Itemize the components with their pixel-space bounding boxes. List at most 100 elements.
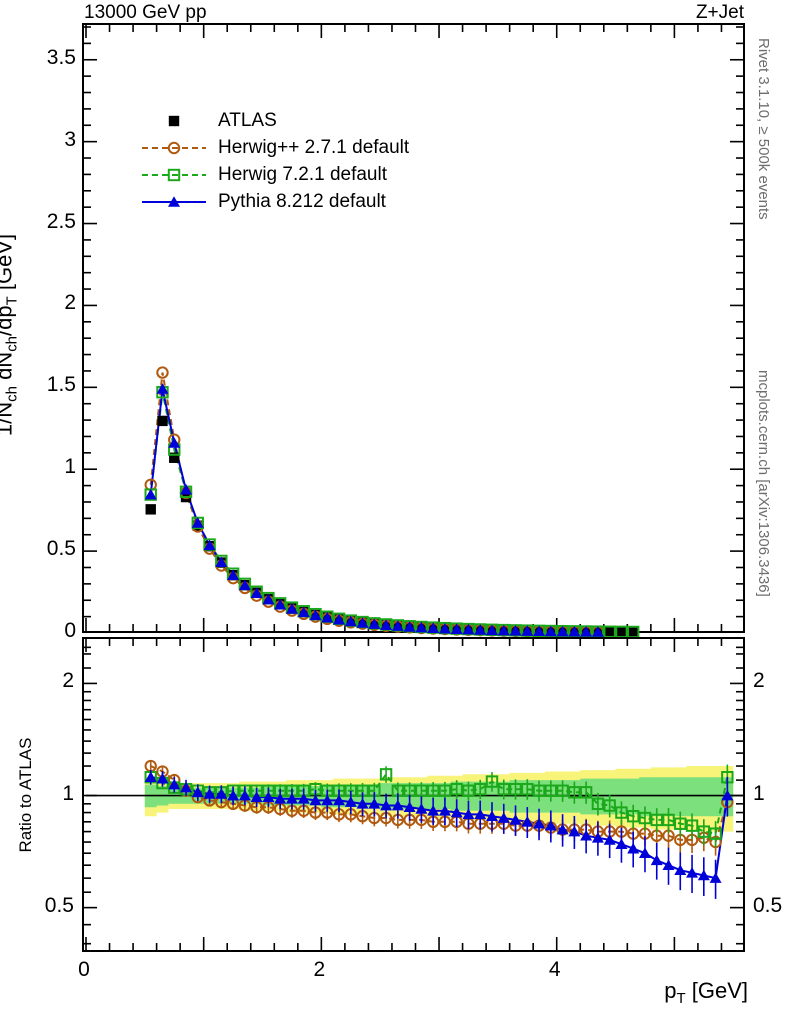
ratio-data-point [580, 829, 593, 841]
data-point [616, 626, 627, 638]
ratio-y-tick-label: 0.5 [753, 893, 783, 917]
beam-energy-label: 13000 GeV pp [84, 2, 207, 23]
ratio-data-point [697, 869, 710, 881]
ratio-data-point [450, 782, 463, 796]
data-point [227, 569, 240, 580]
legend-label: Pythia 8.212 default [218, 191, 386, 212]
data-point [274, 598, 287, 610]
ratio-data-point [356, 798, 369, 809]
ratio-data-point [497, 812, 510, 823]
ratio-data-point [180, 781, 193, 793]
ratio-data-point [709, 827, 722, 840]
data-point [604, 626, 615, 637]
data-point [391, 620, 404, 631]
data-point [556, 625, 569, 637]
y-tick-label: 0 [64, 619, 76, 642]
legend-key-glyph [142, 141, 206, 155]
y-tick-label: 3.5 [46, 45, 76, 69]
ratio-plot-panel [82, 637, 745, 952]
data-point [591, 626, 604, 637]
ratio-data-point [321, 794, 334, 806]
ratio-data-point [415, 784, 428, 797]
x-tick-label: 4 [548, 958, 561, 981]
data-point [180, 483, 193, 495]
ratio-data-point [391, 799, 404, 811]
data-point [144, 488, 157, 500]
ratio-data-point [650, 813, 663, 827]
y-tick-label: 1.5 [46, 373, 76, 397]
data-point [309, 609, 322, 621]
data-point [485, 624, 498, 636]
ratio-data-point [450, 806, 463, 818]
y-tick-label: 3 [64, 127, 76, 151]
ratio-data-point [485, 775, 499, 788]
data-point [168, 437, 181, 448]
data-point [156, 366, 169, 379]
ratio-data-point [568, 825, 581, 837]
ratio-data-point [721, 789, 734, 801]
legend-key-glyph [142, 196, 206, 207]
data-point [203, 539, 216, 551]
ratio-data-point [627, 842, 640, 854]
ratio-data-point [674, 817, 687, 830]
ratio-data-point [368, 798, 381, 809]
ratio-data-point [591, 797, 605, 811]
ratio-data-point [438, 784, 452, 797]
data-point [356, 617, 369, 628]
ratio-data-point [650, 854, 663, 866]
ratio-data-point [227, 789, 240, 801]
ratio-data-point [532, 784, 546, 797]
ratio-data-point [662, 859, 675, 870]
ratio-data-point [627, 809, 640, 823]
ratio-data-point [603, 799, 616, 812]
ratio-data-point [485, 810, 498, 821]
ratio-data-point [709, 872, 722, 883]
ratio-data-point [379, 768, 393, 781]
data-point [156, 383, 169, 394]
ratio-data-point [403, 801, 416, 813]
ratio-y-tick-label: 1 [62, 781, 74, 805]
legend-symbol [168, 115, 180, 127]
ratio-data-point [426, 784, 440, 797]
legend-label: ATLAS [218, 110, 277, 131]
legend-key-glyph [168, 115, 180, 127]
ratio-data-point [415, 803, 428, 814]
ratio-data-point [191, 786, 204, 798]
ratio-data-point [462, 784, 475, 797]
ratio-y-tick-label: 2 [753, 669, 765, 693]
y-tick-label: 2 [64, 291, 76, 315]
data-point [628, 626, 639, 638]
ratio-data-point [250, 791, 263, 802]
data-point [169, 452, 180, 463]
data-point [403, 621, 416, 632]
ratio-y-tick-label: 0.5 [44, 893, 74, 917]
ratio-data-point [544, 784, 558, 797]
ratio-data-point [674, 864, 687, 876]
ratio-data-point [203, 788, 216, 799]
data-point [509, 625, 522, 636]
ratio-data-point [474, 808, 487, 820]
data-point [580, 626, 593, 637]
ratio-data-point [509, 782, 522, 796]
ratio-data-point [579, 786, 593, 799]
ratio-line-herwig [150, 772, 729, 835]
x-tick-label: 0 [78, 958, 90, 981]
ratio-data-point [568, 786, 581, 799]
ratio-data-point [380, 799, 393, 811]
series-line-herwig [149, 391, 634, 633]
ratio-data-point [615, 806, 628, 819]
process-label: Z+Jet [695, 2, 744, 23]
data-point [533, 625, 546, 637]
ratio-data-point [333, 794, 346, 806]
ratio-data-point [556, 784, 569, 797]
y-tick-label: 2.5 [46, 209, 76, 233]
legend-marker-herwig [140, 162, 208, 189]
data-point [285, 603, 298, 614]
data-point [380, 619, 393, 630]
main-plot-panel [82, 23, 745, 639]
main-plot-canvas [84, 25, 743, 639]
series-line-herwig++ [149, 372, 598, 633]
ratio-data-point [344, 796, 357, 807]
ratio-data-point [662, 813, 675, 827]
